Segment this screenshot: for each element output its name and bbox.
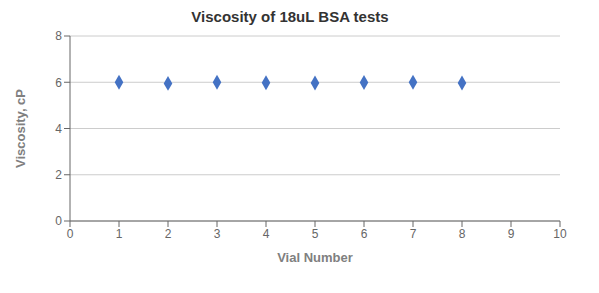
svg-text:4: 4 <box>263 227 270 241</box>
svg-text:5: 5 <box>312 227 319 241</box>
svg-text:9: 9 <box>508 227 515 241</box>
svg-text:8: 8 <box>55 29 62 43</box>
svg-text:0: 0 <box>55 214 62 228</box>
svg-text:0: 0 <box>67 227 74 241</box>
svg-text:2: 2 <box>165 227 172 241</box>
svg-text:7: 7 <box>410 227 417 241</box>
svg-text:1: 1 <box>116 227 123 241</box>
svg-text:4: 4 <box>55 122 62 136</box>
svg-text:6: 6 <box>361 227 368 241</box>
svg-text:6: 6 <box>55 76 62 90</box>
svg-text:8: 8 <box>459 227 466 241</box>
html-text:Viscosity of 18uL BSA tests: Viscosity of 18uL BSA tests <box>191 8 389 25</box>
svg-text:Vial Number: Vial Number <box>277 250 353 265</box>
svg-text:10: 10 <box>553 227 567 241</box>
svg-text:3: 3 <box>214 227 221 241</box>
svg-text:Viscosity, cP: Viscosity, cP <box>13 89 28 168</box>
svg-text:2: 2 <box>55 168 62 182</box>
